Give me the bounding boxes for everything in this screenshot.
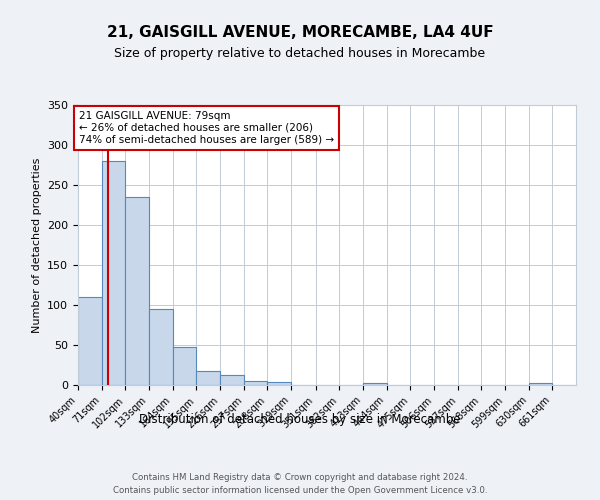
Bar bbox=[149, 309, 173, 385]
Text: Contains HM Land Registry data © Crown copyright and database right 2024.: Contains HM Land Registry data © Crown c… bbox=[132, 472, 468, 482]
Bar bbox=[196, 370, 220, 385]
Text: Size of property relative to detached houses in Morecambe: Size of property relative to detached ho… bbox=[115, 48, 485, 60]
Bar bbox=[220, 376, 244, 385]
Y-axis label: Number of detached properties: Number of detached properties bbox=[32, 158, 41, 332]
Bar bbox=[101, 161, 125, 385]
Text: 21 GAISGILL AVENUE: 79sqm
← 26% of detached houses are smaller (206)
74% of semi: 21 GAISGILL AVENUE: 79sqm ← 26% of detac… bbox=[79, 112, 334, 144]
Bar bbox=[268, 382, 291, 385]
Bar bbox=[363, 384, 386, 385]
Bar bbox=[125, 197, 149, 385]
Text: 21, GAISGILL AVENUE, MORECAMBE, LA4 4UF: 21, GAISGILL AVENUE, MORECAMBE, LA4 4UF bbox=[107, 25, 493, 40]
Bar bbox=[244, 381, 268, 385]
Bar bbox=[78, 297, 101, 385]
Text: Distribution of detached houses by size in Morecambe: Distribution of detached houses by size … bbox=[139, 412, 461, 426]
Bar bbox=[173, 346, 196, 385]
Bar bbox=[529, 384, 553, 385]
Text: Contains public sector information licensed under the Open Government Licence v3: Contains public sector information licen… bbox=[113, 486, 487, 495]
